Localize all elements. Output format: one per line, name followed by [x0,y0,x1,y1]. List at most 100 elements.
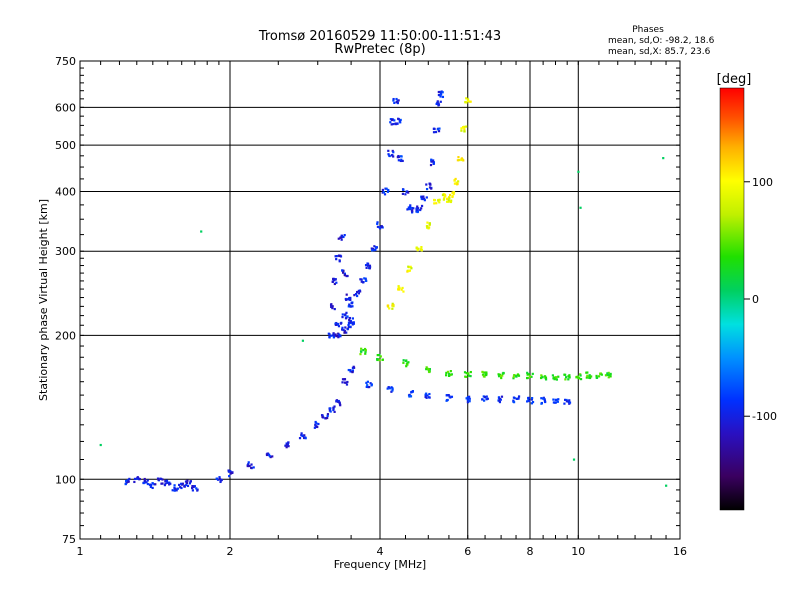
scatter-point [423,199,426,202]
scatter-point [531,372,534,375]
scatter-point [430,158,433,161]
scatter-point [364,349,367,352]
scatter-point [345,331,348,334]
scatter-point [416,208,419,212]
scatter-point [359,278,362,281]
scatter-point [392,122,395,126]
scatter-point [407,269,410,273]
scatter-point [341,326,344,329]
scatter-point [402,359,405,362]
y-tick-label: 400 [55,185,76,198]
scatter-point [330,305,333,308]
scatter-point [531,396,534,400]
scatter-point [463,371,467,374]
scatter-point [343,272,347,275]
scatter-point [408,395,411,398]
scatter-point [433,198,436,202]
scatter-point [344,313,347,316]
scatter-point [447,199,450,202]
scatter-point [497,396,501,399]
scatter-point [469,375,472,378]
scatter-point [361,281,365,284]
scatter-point [453,182,457,185]
scatter-point [168,483,171,486]
scatter-point [542,397,545,400]
scatter-point [565,398,568,402]
scatter-point [388,307,391,310]
scatter-point [364,277,367,280]
scatter-point [539,376,543,380]
x-tick-label: 2 [227,545,234,558]
scatter-point [553,378,556,381]
scatter-point [364,264,368,267]
scatter-point [426,225,429,228]
scatter-point [351,323,354,326]
scatter-point [382,191,386,194]
scatter-point [365,385,368,389]
scatter-point [428,186,432,189]
scatter-point [368,267,371,270]
x-axis-label: Frequency [MHz] [334,558,426,571]
scatter-point [393,119,396,122]
scatter-point [192,485,195,489]
scatter-point [397,155,400,159]
scatter-point [378,359,381,362]
scatter-point [329,410,332,413]
scatter-point [462,126,465,129]
scatter-point [349,370,352,373]
minor-ticks [80,61,680,539]
scatter-point [665,484,668,487]
scatter-point [133,477,137,480]
scatter-point [607,371,610,374]
scatter-point [339,334,342,337]
scatter-point [446,370,450,373]
scatter-point [662,157,665,160]
scatter-point [405,365,408,368]
scatter-point [357,289,360,293]
scatter-point [439,90,442,94]
scatter-point [146,479,149,482]
scatter-point [597,375,601,378]
data-points [99,90,668,492]
scatter-point [386,190,389,193]
scatter-point [579,206,582,209]
scatter-point [468,399,471,403]
scatter-point [448,374,451,377]
scatter-point [444,374,448,377]
scatter-point [469,100,472,103]
scatter-point [554,401,557,404]
scatter-point [402,290,405,293]
scatter-point [300,432,303,435]
scatter-point [465,97,468,100]
scatter-point [443,197,446,200]
scatter-point [399,118,402,122]
scatter-point [579,373,582,376]
scatter-point [482,395,485,398]
scatter-point [402,188,405,191]
scatter-point [285,446,288,449]
scatter-point [345,293,348,296]
scatter-point [420,204,424,208]
scatter-point [150,483,153,487]
scatter-point [406,208,409,211]
scatter-point [551,374,554,377]
scatter-point [411,390,415,393]
scatter-point [502,371,505,375]
scatter-point [313,426,316,429]
scatter-point [588,376,592,380]
scatter-point [499,398,502,401]
scatter-point [436,199,440,202]
scatter-point [175,488,178,491]
scatter-point [191,489,194,492]
scatter-point [599,372,602,375]
scatter-point [366,384,369,387]
scatter-point [417,207,420,210]
scatter-point [402,361,405,364]
scatter-point [161,482,164,485]
scatter-point [526,371,529,374]
scatter-point [287,445,290,448]
scatter-point [388,387,392,390]
scatter-point [379,355,382,358]
scatter-point [438,201,441,204]
scatter-point [173,484,176,487]
